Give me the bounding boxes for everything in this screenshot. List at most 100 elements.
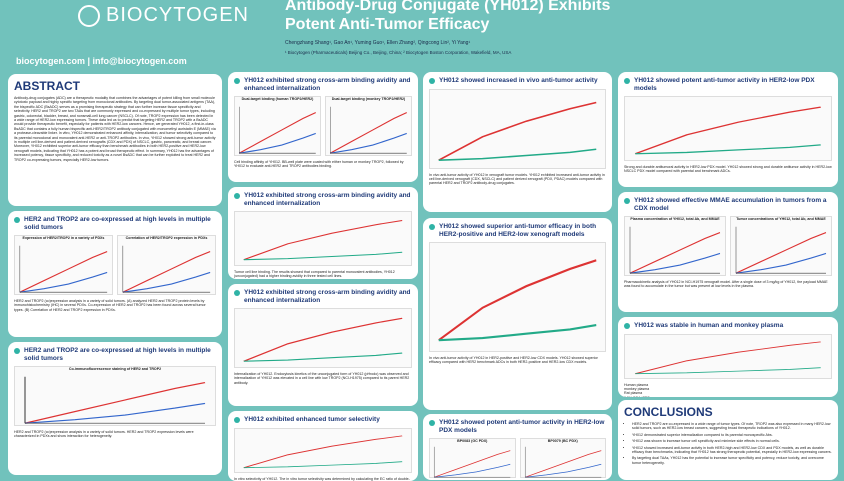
figure-plot xyxy=(625,335,831,378)
section-panel: YH012 showed increased in vivo anti-tumo… xyxy=(423,72,612,212)
section-title: YH012 showed potent anti-tumor activity … xyxy=(429,419,606,434)
conclusion-item: YH012 demonstrated superior internalizat… xyxy=(632,433,832,437)
conclusions-heading: CONCLUSIONS xyxy=(624,405,832,419)
bullet-icon xyxy=(234,78,240,84)
figure-plot xyxy=(625,97,831,160)
section-text: Strong and durable antitumoral activity … xyxy=(624,165,832,174)
figure-plot xyxy=(625,221,725,279)
figure-plot xyxy=(430,90,605,168)
figure-plot xyxy=(15,240,112,298)
figure xyxy=(429,242,606,352)
authors: Chengzhang Shang¹, Gao An¹, Yuming Guo¹,… xyxy=(285,40,470,46)
bullet-icon xyxy=(14,217,20,223)
section-title: YH012 exhibited strong cross-arm binding… xyxy=(234,192,412,207)
section-text: Tumor cell line binding. The results sho… xyxy=(234,270,412,279)
figure: BP0079 (BC PDX) xyxy=(520,438,607,478)
figure-plot xyxy=(235,101,320,159)
figure: Correlation of HER2/TROP2 expression in … xyxy=(117,235,216,295)
section-title-text: YH012 exhibited strong cross-arm binding… xyxy=(244,77,412,92)
figure xyxy=(234,428,412,473)
section-title-text: YH012 showed potent anti-tumor activity … xyxy=(439,419,606,434)
legend-entry: 0.5% BSA+PBS xyxy=(624,396,832,397)
conclusions-panel: CONCLUSIONS HER2 and TROP2 are co-expres… xyxy=(618,400,838,480)
bullet-icon xyxy=(234,193,240,199)
section-title: YH012 exhibited enhanced tumor selectivi… xyxy=(234,416,412,424)
section-title-text: HER2 and TROP2 are co-expressed at high … xyxy=(24,216,216,231)
section-title-text: YH012 showed effective MMAE accumulation… xyxy=(634,197,832,212)
conclusion-item: HER2 and TROP2 are co-expressed in a wid… xyxy=(632,422,832,431)
section-title-text: YH012 exhibited strong cross-arm binding… xyxy=(244,289,412,304)
figure: Expression of HER2/TROP2 in a variety of… xyxy=(14,235,113,295)
figure-plot xyxy=(118,240,215,298)
section-title: YH012 showed increased in vivo anti-tumo… xyxy=(429,77,606,85)
section-title: HER2 and TROP2 are co-expressed at high … xyxy=(14,347,216,362)
section-title: YH012 showed superior anti-tumor efficac… xyxy=(429,223,606,238)
section-title: HER2 and TROP2 are co-expressed at high … xyxy=(14,216,216,231)
contact-info[interactable]: biocytogen.com | info@biocytogen.com xyxy=(16,56,187,66)
section-text: In vitro selectivity of YH012. The in vi… xyxy=(234,477,412,481)
section-title-text: HER2 and TROP2 are co-expressed at high … xyxy=(24,347,216,362)
section-title: YH012 showed potent anti-tumor activity … xyxy=(624,77,832,92)
section-panel: YH012 exhibited strong cross-arm binding… xyxy=(228,72,418,182)
section-title: YH012 showed effective MMAE accumulation… xyxy=(624,197,832,212)
bullet-icon xyxy=(624,323,630,329)
section-panel: YH012 exhibited strong cross-arm binding… xyxy=(228,187,418,279)
bullet-icon xyxy=(624,198,630,204)
figure xyxy=(624,334,832,379)
abstract-panel: ABSTRACT Antibody-drug conjugates (ADC) … xyxy=(8,74,222,206)
section-title-text: YH012 exhibited strong cross-arm binding… xyxy=(244,192,412,207)
biocytogen-logo: BIOCYTOGEN xyxy=(78,4,249,27)
figure-plot xyxy=(235,429,411,472)
bullet-icon xyxy=(234,417,240,423)
conclusion-item: YH012 showed increased anti-tumor activi… xyxy=(632,446,832,455)
section-title: YH012 exhibited strong cross-arm binding… xyxy=(234,289,412,304)
figure-plot xyxy=(430,243,605,351)
bullet-icon xyxy=(14,348,20,354)
section-panel: HER2 and TROP2 are co-expressed at high … xyxy=(8,342,222,475)
bullet-icon xyxy=(624,78,630,84)
section-panel: YH012 was stable in human and monkey pla… xyxy=(618,317,838,397)
logo-text: BIOCYTOGEN xyxy=(106,4,249,27)
figure-plot xyxy=(235,212,411,265)
section-panel: HER2 and TROP2 are co-expressed at high … xyxy=(8,211,222,337)
section-title: YH012 exhibited strong cross-arm binding… xyxy=(234,77,412,92)
section-title-text: YH012 showed increased in vivo anti-tumo… xyxy=(439,77,598,85)
abstract-text: Antibody-drug conjugates (ADC) are a the… xyxy=(14,96,216,162)
section-panel: YH012 showed superior anti-tumor efficac… xyxy=(423,218,612,410)
figure: Dual-target binding (monkey TROP2/HER2) xyxy=(325,96,412,156)
section-title-text: YH012 exhibited enhanced tumor selectivi… xyxy=(244,416,380,424)
section-text: Internalization of YH012. Endocytosis ki… xyxy=(234,372,412,385)
figure xyxy=(429,89,606,169)
bullet-icon xyxy=(429,78,435,84)
figure: Tumor concentrations of YH012, total Ab,… xyxy=(730,216,832,276)
section-text: In vivo anti-tumor activity of YH012 in … xyxy=(429,356,606,365)
figure: Co-immunofluorescence staining of HER2 a… xyxy=(14,366,216,426)
section-panel: YH012 showed effective MMAE accumulation… xyxy=(618,192,838,312)
title-line-1: Antibody-Drug Conjugate (YH012) Exhibits xyxy=(285,0,610,15)
poster-header: BIOCYTOGEN biocytogen.com | info@biocyto… xyxy=(0,0,844,68)
section-panel: YH012 showed potent anti-tumor activity … xyxy=(618,72,838,187)
bullet-icon xyxy=(234,290,240,296)
figure: Plasma concentration of YH012, total Ab,… xyxy=(624,216,726,276)
figure: Dual-target binding (human TROP2/HER2) xyxy=(234,96,321,156)
section-text: In vivo anti-tumor activity of YH012 in … xyxy=(429,173,606,186)
figure-plot xyxy=(326,101,411,159)
conclusions-list: HER2 and TROP2 are co-expressed in a wid… xyxy=(624,422,832,465)
abstract-heading: ABSTRACT xyxy=(14,79,216,93)
section-title-text: YH012 was stable in human and monkey pla… xyxy=(634,322,783,330)
figure xyxy=(234,211,412,266)
logo-icon xyxy=(78,5,100,27)
section-title-text: YH012 showed superior anti-tumor efficac… xyxy=(439,223,606,238)
title-line-2: Potent Anti-Tumor Efficacy xyxy=(285,15,610,34)
affiliations: ¹ Biocytogen (Pharmaceuticals) Beijing C… xyxy=(285,50,511,55)
poster-title: Antibody-Drug Conjugate (YH012) Exhibits… xyxy=(285,0,610,34)
conclusion-item: YH012 was shown to increase tumor cell s… xyxy=(632,439,832,443)
figure xyxy=(234,308,412,368)
figure-plot xyxy=(731,221,831,279)
section-panel: YH012 exhibited strong cross-arm binding… xyxy=(228,284,418,406)
bullet-icon xyxy=(429,224,435,230)
bullet-icon xyxy=(429,420,435,426)
conclusion-item: By targeting dual TAAs, YH012 has the po… xyxy=(632,456,832,465)
section-title: YH012 was stable in human and monkey pla… xyxy=(624,322,832,330)
